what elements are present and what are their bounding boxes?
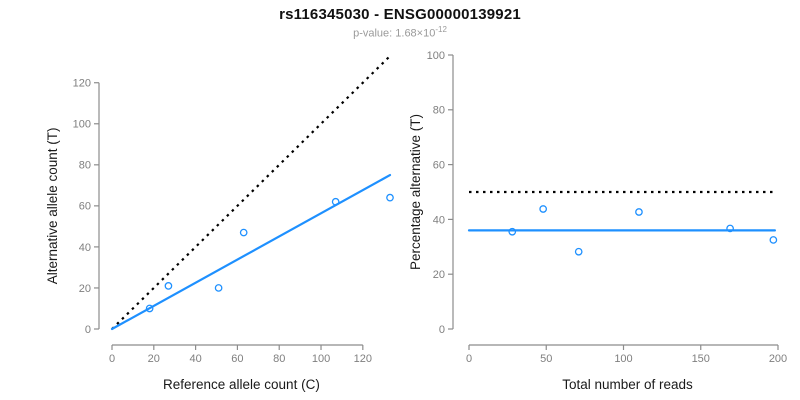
y-tick-label: 40 [433, 214, 445, 226]
x-tick-label: 100 [614, 353, 632, 365]
x-tick-label: 0 [466, 353, 472, 365]
x-axis-title: Reference allele count (C) [163, 377, 320, 392]
y-tick-label: 80 [79, 160, 91, 172]
x-tick-label: 120 [354, 353, 372, 365]
y-tick-label: 60 [433, 159, 445, 171]
x-tick-label: 20 [148, 353, 160, 365]
percentage-panel: 0 50 100 150 200 0 20 40 60 80 100 Total number of … [408, 50, 787, 392]
y-tick-label: 100 [73, 119, 91, 131]
data-point [726, 224, 734, 233]
y-axis-title: Alternative allele count (T) [45, 127, 60, 284]
y-tick-label: 0 [439, 324, 445, 336]
regression-line [110, 173, 392, 331]
data-point [164, 282, 173, 290]
y-tick-label: 60 [79, 201, 91, 213]
identity-line [111, 55, 391, 330]
data-point [386, 193, 394, 202]
x-axis-title: Total number of reads [562, 377, 693, 392]
y-tick-label: 80 [433, 105, 445, 117]
data-point [539, 205, 548, 213]
x-tick-label: 150 [692, 353, 710, 365]
x-tick-label: 50 [540, 353, 552, 365]
data-point [145, 304, 154, 313]
y-tick-label: 20 [79, 283, 91, 295]
x-tick-label: 60 [231, 353, 243, 365]
allele-count-panel: 0 20 40 60 80 100 120 0 20 40 60 80 100 120 Reference … [45, 55, 394, 392]
y-tick-label: 20 [433, 269, 445, 281]
y-tick-label: 0 [85, 324, 91, 336]
y-tick-label: 100 [427, 50, 445, 62]
x-tick-label: 100 [312, 353, 330, 365]
x-tick-label: 0 [109, 353, 115, 365]
data-point [331, 197, 340, 206]
data-point [635, 208, 643, 216]
data-point [239, 228, 248, 237]
data-point [769, 236, 778, 244]
x-tick-label: 80 [273, 353, 285, 365]
pvalue-exponent: -12 [435, 25, 447, 34]
y-tick-label: 40 [79, 242, 91, 254]
data-point [508, 227, 517, 236]
y-axis-title: Percentage alternative (T) [408, 114, 423, 270]
y-tick-label: 120 [73, 78, 91, 90]
x-tick-label: 40 [189, 353, 201, 365]
data-point [214, 284, 223, 292]
page-title: rs116345030 - ENSG00000139921 [279, 6, 521, 23]
x-tick-label: 200 [769, 353, 787, 365]
pvalue-subtitle: p-value: 1.68×10-12 [0, 25, 800, 40]
data-point [574, 247, 583, 256]
pvalue-text: p-value: 1.68×10 [353, 27, 436, 40]
